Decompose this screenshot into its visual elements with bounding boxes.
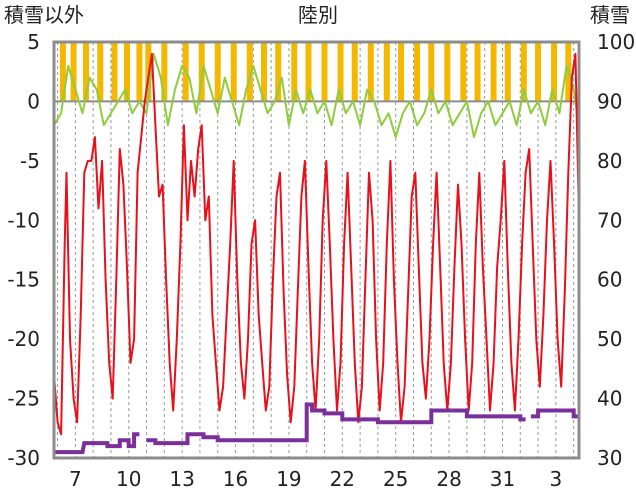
left-axis-tick-label: -25 <box>7 387 40 411</box>
series-line-snow-depth <box>530 408 579 419</box>
right-axis-tick-label: 40 <box>597 387 622 411</box>
precip-bar <box>59 42 66 102</box>
precip-bar <box>460 42 467 102</box>
plot-area <box>54 42 579 458</box>
right-axis-tick-label: 80 <box>597 149 622 173</box>
right-axis-tick-label: 90 <box>597 89 622 113</box>
left-axis-tick-label: -15 <box>7 268 40 292</box>
left-axis-tick-label: -5 <box>20 149 40 173</box>
left-axis-tick-label: -20 <box>7 327 40 351</box>
precip-bar <box>275 42 282 102</box>
right-axis-tick-label: 50 <box>597 327 622 351</box>
right-axis-tick-label: 30 <box>597 446 622 470</box>
right-axis-tick-label: 100 <box>597 30 635 54</box>
x-axis-tick-label: 7 <box>69 467 82 491</box>
precip-bar <box>291 42 298 102</box>
plot-frame <box>52 40 581 460</box>
precip-bar <box>398 42 405 102</box>
precip-bar <box>337 42 344 102</box>
precip-bar <box>161 42 168 102</box>
precip-bar <box>230 42 237 102</box>
chart-title: 陸別 <box>298 3 338 27</box>
x-axis-tick-label: 3 <box>549 467 562 491</box>
series-line-snow-depth <box>146 402 526 446</box>
left-axis-label: 積雪以外 <box>4 3 84 27</box>
precip-bar <box>123 42 130 102</box>
series-line-green <box>54 52 579 139</box>
precip-bar <box>474 42 481 102</box>
precip-bar <box>83 42 90 102</box>
precip-bar <box>428 42 435 102</box>
x-axis-tick-label: 31 <box>490 467 515 491</box>
x-axis-tick-label: 25 <box>383 467 408 491</box>
left-axis-tick-label: 0 <box>27 89 40 113</box>
right-axis-tick-label: 70 <box>597 208 622 232</box>
precip-bar <box>351 42 358 102</box>
right-axis-tick-label: 60 <box>597 268 622 292</box>
precip-bar <box>444 42 451 102</box>
precip-bar <box>383 42 390 102</box>
left-axis-tick-label: 5 <box>27 30 40 54</box>
x-axis-tick-label: 10 <box>116 467 141 491</box>
x-axis-tick-label: 28 <box>436 467 461 491</box>
precip-bar <box>367 42 374 102</box>
left-axis-tick-label: -30 <box>7 446 40 470</box>
precip-bar <box>551 42 558 102</box>
left-axis-tick-label: -10 <box>7 208 40 232</box>
precip-bar <box>490 42 497 102</box>
precip-bar <box>246 42 253 102</box>
precip-bar <box>305 42 312 102</box>
precip-bar <box>321 42 328 102</box>
x-axis-tick-label: 13 <box>169 467 194 491</box>
series-line-snow-depth <box>54 432 140 455</box>
series-layer <box>54 42 579 455</box>
precip-bar <box>261 42 267 102</box>
precip-bar <box>214 42 221 102</box>
x-axis-tick-label: 16 <box>223 467 248 491</box>
precip-bar <box>520 42 527 102</box>
precip-bar <box>97 42 104 102</box>
precip-bar <box>136 42 143 102</box>
precip-bar <box>111 42 118 102</box>
precip-bar <box>70 42 77 102</box>
precip-bar <box>414 42 421 102</box>
precip-bar <box>504 42 511 102</box>
right-axis-label: 積雪 <box>590 3 630 27</box>
x-axis-tick-label: 19 <box>276 467 301 491</box>
precip-bar <box>535 42 542 102</box>
x-axis-tick-label: 22 <box>330 467 355 491</box>
